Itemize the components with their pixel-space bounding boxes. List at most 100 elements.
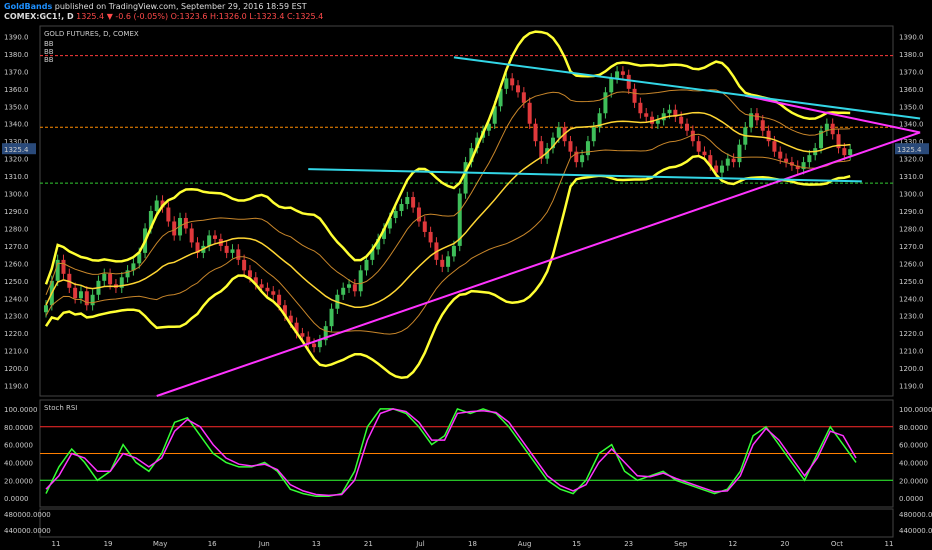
candle-body bbox=[189, 228, 194, 243]
x-tick-label: 16 bbox=[208, 540, 217, 548]
osc-series-line bbox=[45, 408, 857, 497]
candle-body bbox=[440, 259, 445, 267]
x-tick-label: 11 bbox=[52, 540, 61, 548]
y-tick-label-left: 1260.0 bbox=[4, 260, 29, 268]
x-tick-label: Jun bbox=[258, 540, 270, 548]
candle-body bbox=[358, 270, 363, 292]
candle-body bbox=[673, 109, 678, 117]
candle-body bbox=[731, 158, 736, 163]
candle-body bbox=[247, 270, 252, 278]
candle-body bbox=[300, 333, 305, 337]
candle-body bbox=[609, 78, 614, 93]
candle-body bbox=[737, 144, 742, 163]
y-tick-label-right: 1380.0 bbox=[899, 51, 924, 59]
candle-body bbox=[510, 78, 515, 86]
y-tick-label-right: 1190.0 bbox=[899, 383, 924, 391]
last-price-text: 1325.4 bbox=[4, 146, 29, 154]
candle-body bbox=[795, 165, 800, 170]
x-tick-label: Oct bbox=[831, 540, 843, 548]
y-tick-label-left: 1240.0 bbox=[4, 295, 29, 303]
trendline bbox=[308, 168, 862, 183]
osc-tick-label-left: 20.0000 bbox=[4, 477, 33, 485]
pane-border-2 bbox=[39, 508, 894, 538]
y-tick-label-left: 1300.0 bbox=[4, 191, 29, 199]
pane-border-0 bbox=[39, 25, 894, 397]
candle-body bbox=[405, 197, 410, 205]
candle-body bbox=[463, 162, 468, 194]
candle-body bbox=[428, 231, 433, 243]
candle-body bbox=[416, 207, 421, 222]
y-tick-label-right: 1260.0 bbox=[899, 260, 924, 268]
trendline bbox=[453, 56, 921, 120]
candle-body bbox=[306, 336, 311, 344]
candle-body bbox=[154, 200, 159, 211]
osc-tick-label-left: 60.0000 bbox=[4, 442, 33, 450]
candle-body bbox=[644, 113, 649, 117]
y-tick-label-left: 1390.0 bbox=[4, 33, 29, 41]
candle-body bbox=[504, 78, 509, 89]
candle-body bbox=[539, 141, 544, 159]
legend-bb: BB bbox=[44, 48, 54, 56]
candle-body bbox=[591, 127, 596, 142]
candle-body bbox=[801, 162, 806, 170]
chart-title: GOLD FUTURES, D, COMEX bbox=[44, 30, 139, 38]
candle-body bbox=[411, 197, 416, 208]
candle-body bbox=[364, 259, 369, 271]
y-tick-label-left: 1210.0 bbox=[4, 348, 29, 356]
y-tick-label-right: 1320.0 bbox=[899, 156, 924, 164]
symbol[interactable]: COMEX:GC1!, D bbox=[4, 12, 74, 21]
publisher[interactable]: GoldBands bbox=[4, 2, 53, 11]
vol-tick-label-left: 480000.0000 bbox=[4, 511, 51, 519]
candle-body bbox=[848, 149, 853, 156]
candle-body bbox=[172, 221, 177, 236]
candle-body bbox=[399, 204, 404, 211]
last-price: 1325.4 bbox=[76, 12, 105, 21]
candle-body bbox=[603, 92, 608, 114]
last-price-text-right: 1325.4 bbox=[897, 146, 922, 154]
x-tick-label: 18 bbox=[468, 540, 477, 548]
y-tick-label-right: 1390.0 bbox=[899, 33, 924, 41]
change: ▼ -0.6 (-0.05%) bbox=[106, 12, 169, 21]
candle-body bbox=[696, 141, 701, 152]
osc-tick-label-left: 100.0000 bbox=[4, 406, 37, 414]
candle-body bbox=[73, 287, 78, 299]
y-tick-label-left: 1200.0 bbox=[4, 365, 29, 373]
candle-body bbox=[690, 130, 695, 142]
candle-body bbox=[824, 123, 829, 131]
candle-body bbox=[725, 158, 730, 166]
candle-body bbox=[422, 221, 427, 232]
candle-body bbox=[521, 92, 526, 103]
x-tick-label: 23 bbox=[624, 540, 633, 548]
candle-body bbox=[108, 273, 113, 285]
candle-body bbox=[312, 343, 317, 348]
candle-body bbox=[207, 235, 212, 246]
last-price-tag-left bbox=[2, 143, 36, 155]
candle-body bbox=[638, 102, 643, 114]
x-tick-label: Jul bbox=[415, 540, 425, 548]
y-tick-label-right: 1340.0 bbox=[899, 121, 924, 129]
publish-line: GoldBands published on TradingView.com, … bbox=[4, 2, 307, 11]
y-tick-label-left: 1280.0 bbox=[4, 225, 29, 233]
y-tick-label-right: 1200.0 bbox=[899, 365, 924, 373]
osc-tick-label-left: 0.0000 bbox=[4, 495, 29, 503]
osc-tick-label: 0.0000 bbox=[899, 495, 924, 503]
candle-body bbox=[533, 123, 538, 142]
y-tick-label-right: 1250.0 bbox=[899, 278, 924, 286]
candle-body bbox=[486, 123, 491, 131]
candle-body bbox=[620, 71, 625, 75]
vol-tick-label: 480000.0000 bbox=[899, 511, 932, 519]
candle-body bbox=[78, 291, 83, 299]
candle-body bbox=[807, 155, 812, 163]
candle-body bbox=[585, 141, 590, 156]
y-tick-label-right: 1370.0 bbox=[899, 68, 924, 76]
x-tick-label: 12 bbox=[728, 540, 737, 548]
y-tick-label-left: 1290.0 bbox=[4, 208, 29, 216]
candle-body bbox=[352, 284, 357, 292]
candle-body bbox=[556, 127, 561, 138]
candle-body bbox=[102, 273, 107, 281]
legend-bb: BB bbox=[44, 56, 54, 64]
y-tick-label-right: 1280.0 bbox=[899, 225, 924, 233]
x-tick-label: 15 bbox=[572, 540, 581, 548]
candle-body bbox=[457, 193, 462, 246]
